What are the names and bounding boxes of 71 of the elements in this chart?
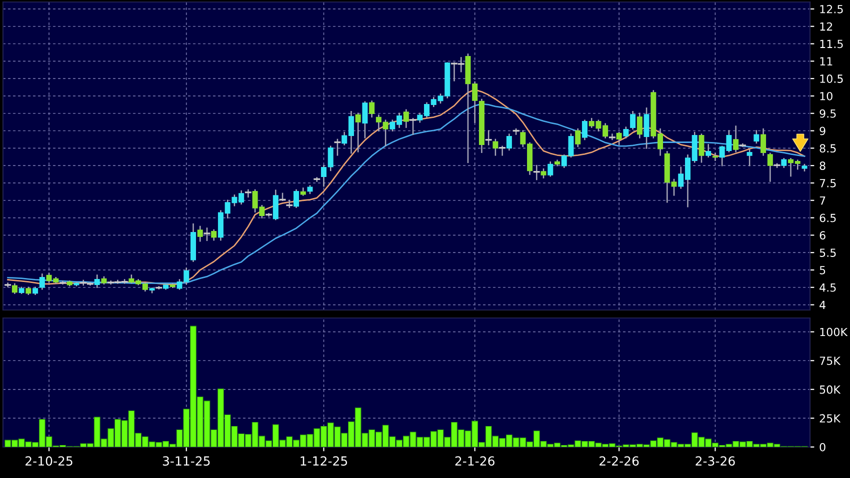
candlestick (266, 212, 272, 217)
y-tick-label: 25K (820, 414, 841, 423)
candlestick (733, 126, 739, 152)
y-tick-label: 50K (820, 385, 841, 394)
candlestick (362, 101, 368, 138)
x-tick-label: 1-12-25 (300, 456, 348, 466)
candlestick (403, 109, 409, 128)
y-tick-label: 9.5 (820, 109, 836, 118)
y-tick-label: 4 (820, 300, 826, 309)
candlestick (94, 274, 100, 288)
candlestick (272, 190, 278, 220)
candlestick (608, 134, 616, 140)
candlestick (548, 161, 554, 177)
candlestick (60, 280, 66, 285)
y-tick-label: 7 (820, 196, 826, 205)
candlestick (369, 100, 375, 118)
candlestick (636, 112, 642, 138)
y-tick-label: 10 (820, 92, 832, 100)
y-tick-label: 12 (820, 22, 832, 31)
x-tick-label: 2-2-26 (600, 456, 639, 466)
candlestick (623, 126, 629, 138)
candlestick (4, 282, 12, 288)
y-tick-label: 7.5 (820, 179, 836, 188)
candlestick (754, 130, 760, 144)
y-tick-label: 5 (820, 266, 826, 274)
candlestick (244, 189, 252, 198)
candlestick (698, 134, 704, 163)
candlestick (294, 189, 300, 208)
y-tick-label: 4.5 (820, 284, 836, 292)
x-tick-label: 2-3-26 (696, 456, 735, 466)
candlestick (760, 128, 766, 156)
candlestick (197, 226, 203, 242)
y-tick-label: 6 (820, 231, 826, 240)
candlestick (355, 112, 361, 152)
y-tick-label: 5.5 (820, 248, 836, 257)
candlestick (39, 274, 45, 290)
candlestick (739, 143, 746, 148)
candlestick (492, 138, 498, 156)
candlestick (499, 146, 506, 156)
y-tick-label: 75K (820, 356, 841, 365)
candlestick (644, 108, 650, 149)
candlestick (616, 132, 622, 146)
candlestick (712, 152, 718, 161)
candlestick (746, 149, 752, 166)
candlestick (334, 138, 341, 156)
candlestick (575, 128, 581, 148)
candlestick (410, 118, 416, 135)
y-tick-label: 6.5 (820, 214, 836, 222)
candlestick (314, 177, 320, 182)
y-tick-label: 8.5 (820, 144, 836, 153)
y-tick-label: 9 (820, 126, 826, 136)
candlestick (533, 164, 540, 180)
candlestick (767, 152, 773, 182)
y-tick-label: 10.5 (820, 74, 843, 83)
candlestick (630, 111, 636, 130)
y-tick-label: 0 (820, 442, 826, 452)
x-tick-label: 2-10-25 (26, 456, 72, 466)
x-tick-label: 2-1-26 (455, 456, 494, 466)
candlestick (706, 144, 712, 158)
candlestick (506, 134, 512, 151)
y-tick-label: 8 (820, 162, 826, 170)
y-tick-label: 11 (820, 57, 832, 66)
candlestick (485, 130, 492, 146)
candlestick (12, 283, 18, 294)
y-tick-label: 12.5 (820, 4, 843, 14)
y-tick-label: 100K (820, 328, 848, 336)
x-tick-label: 3-11-25 (162, 456, 210, 466)
candlestick (582, 120, 588, 140)
candlestick (211, 229, 217, 241)
y-tick-label: 11.5 (820, 40, 843, 48)
candlestick (204, 228, 210, 242)
